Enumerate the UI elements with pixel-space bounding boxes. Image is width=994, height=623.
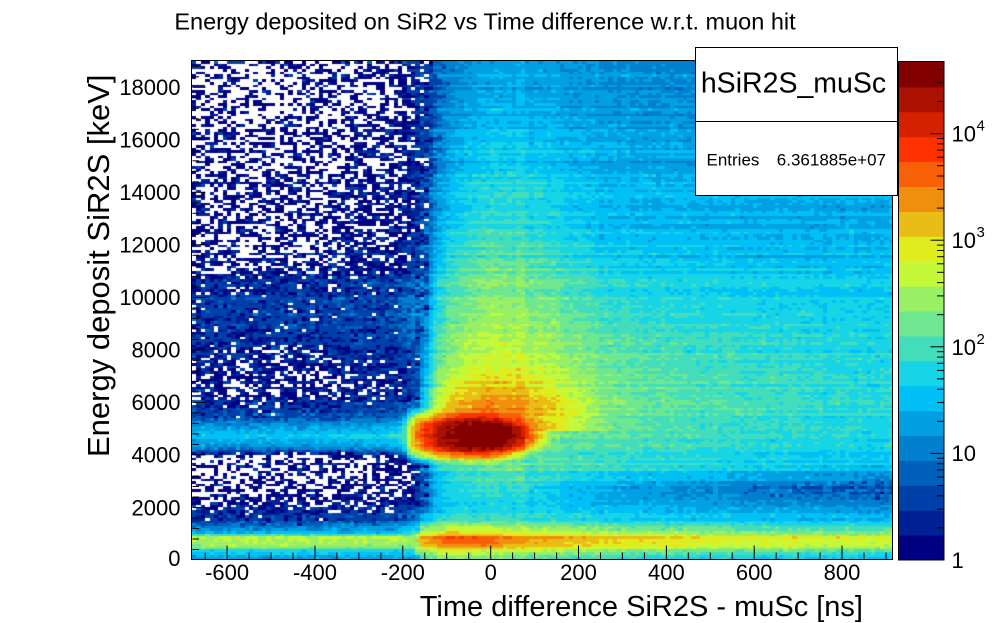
svg-text:-600: -600 xyxy=(205,560,249,585)
svg-text:16000: 16000 xyxy=(119,128,180,153)
svg-text:Energy deposit SiR2S [keV]: Energy deposit SiR2S [keV] xyxy=(81,74,116,457)
svg-text:2000: 2000 xyxy=(132,495,181,520)
svg-text:14000: 14000 xyxy=(119,180,180,205)
svg-text:10: 10 xyxy=(952,228,976,253)
svg-text:10: 10 xyxy=(952,335,976,360)
svg-text:0: 0 xyxy=(168,546,180,571)
svg-text:10000: 10000 xyxy=(119,285,180,310)
svg-text:800: 800 xyxy=(824,560,861,585)
svg-text:1: 1 xyxy=(952,548,964,573)
svg-text:10: 10 xyxy=(952,122,976,147)
svg-text:12000: 12000 xyxy=(119,233,180,258)
svg-text:3: 3 xyxy=(977,224,985,241)
svg-text:4000: 4000 xyxy=(132,443,181,468)
svg-text:Entries: Entries xyxy=(707,151,765,170)
svg-text:6000: 6000 xyxy=(132,390,181,415)
svg-text:-400: -400 xyxy=(293,560,337,585)
svg-text:600: 600 xyxy=(736,560,773,585)
svg-text:hSiR2S_muSc: hSiR2S_muSc xyxy=(701,68,886,100)
svg-text:Energy deposited on SiR2 vs Ti: Energy deposited on SiR2 vs Time differe… xyxy=(174,9,796,35)
svg-text:Time difference SiR2S - muSc [: Time difference SiR2S - muSc [ns] xyxy=(420,591,863,623)
svg-text:6.361885e+07: 6.361885e+07 xyxy=(777,151,886,170)
svg-text:10: 10 xyxy=(952,441,976,466)
svg-text:400: 400 xyxy=(648,560,685,585)
svg-text:18000: 18000 xyxy=(119,75,180,100)
svg-text:2: 2 xyxy=(977,331,985,348)
svg-text:8000: 8000 xyxy=(132,338,181,363)
svg-text:0: 0 xyxy=(485,560,497,585)
svg-text:4: 4 xyxy=(977,118,985,135)
svg-text:-200: -200 xyxy=(381,560,425,585)
svg-text:200: 200 xyxy=(560,560,597,585)
